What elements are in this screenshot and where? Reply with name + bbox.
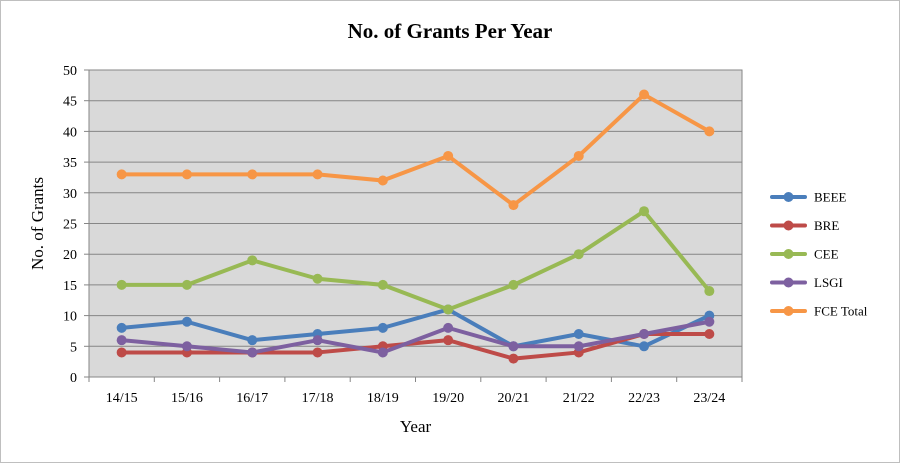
legend-item: CEE [770,247,839,262]
y-tick-label: 30 [63,187,77,202]
data-point [443,304,454,315]
y-tick-label: 40 [63,125,77,140]
series-bre [116,329,715,364]
x-tick-label: 17/18 [302,391,334,406]
y-tick-label: 15 [63,279,77,294]
x-tick-label: 18/19 [367,391,399,406]
legend-item: LSGI [770,275,843,290]
data-point [704,286,715,297]
data-point [312,169,323,180]
y-tick-label: 5 [70,340,77,355]
data-point [508,341,519,352]
series-layer [116,89,715,364]
y-tick-label: 20 [63,248,77,263]
data-point [377,347,388,358]
y-axis-title: No. of Grants [28,177,47,270]
data-point [704,329,715,340]
data-point [312,273,323,284]
data-point [116,347,127,358]
data-point [247,335,258,346]
gridlines [89,69,742,378]
x-tick-label: 14/15 [106,391,138,406]
series-cee [116,206,715,315]
legend-label: BEEE [814,190,847,205]
data-point [443,150,454,161]
data-point [377,279,388,290]
data-point [639,206,650,217]
data-point [639,341,650,352]
y-tick-label: 25 [63,218,77,233]
data-point [247,347,258,358]
x-tick-label: 22/23 [628,391,660,406]
x-axis-title: Year [400,417,432,436]
legend-swatch-marker [783,249,794,259]
data-point [508,279,519,290]
y-tick-label: 50 [63,64,77,79]
data-point [704,316,715,327]
y-tick-label: 35 [63,156,77,171]
y-tick-label: 45 [63,95,77,110]
data-point [247,255,258,266]
legend-label: CEE [814,247,839,262]
data-point [508,200,519,211]
data-point [377,175,388,186]
y-axis-ticks: 0 5 10 15 20 25 30 35 40 45 50 [63,64,89,386]
legend-item: BEEE [770,190,847,205]
legend-label: FCE Total [814,304,868,319]
legend-item: FCE Total [770,304,868,319]
data-point [443,322,454,333]
legend-item: BRE [770,218,839,233]
x-tick-label: 16/17 [236,391,268,406]
data-point [573,249,584,260]
legend: BEEE BRE CEE LSGI FCE Total [770,190,868,319]
data-point [181,279,192,290]
data-point [116,279,127,290]
series-line [119,209,712,312]
data-point [639,89,650,100]
data-point [377,322,388,333]
data-point [116,322,127,333]
data-point [704,126,715,137]
series-line [119,332,712,361]
legend-swatch-marker [783,306,794,316]
legend-swatch-marker [783,220,794,231]
x-tick-label: 20/21 [498,391,530,406]
data-point [181,316,192,327]
data-point [508,353,519,364]
data-point [312,347,323,358]
legend-label: LSGI [814,275,843,290]
x-tick-label: 15/16 [171,391,203,406]
y-tick-label: 10 [63,310,77,325]
x-tick-label: 19/20 [432,391,464,406]
data-point [116,169,127,180]
y-tick-label: 0 [70,371,77,386]
data-point [639,329,650,340]
series-lsgi [116,316,715,358]
x-tick-label: 23/24 [693,391,725,406]
legend-swatch-marker [783,277,794,288]
chart-title: No. of Grants Per Year [348,19,553,43]
data-point [443,335,454,346]
x-axis-ticks: 14/15 15/16 16/17 17/18 18/19 19/20 20/21 21/22… [88,376,743,406]
x-tick-label: 21/22 [563,391,595,406]
data-point [573,341,584,352]
data-point [573,150,584,161]
data-point [181,341,192,352]
data-point [573,329,584,340]
series-fce-total [116,89,715,211]
data-point [312,335,323,346]
data-point [181,169,192,180]
series-line [119,92,712,208]
data-point [116,335,127,346]
legend-swatch-marker [783,192,794,202]
legend-label: BRE [814,218,839,233]
data-point [247,169,258,180]
series-line [119,319,712,355]
